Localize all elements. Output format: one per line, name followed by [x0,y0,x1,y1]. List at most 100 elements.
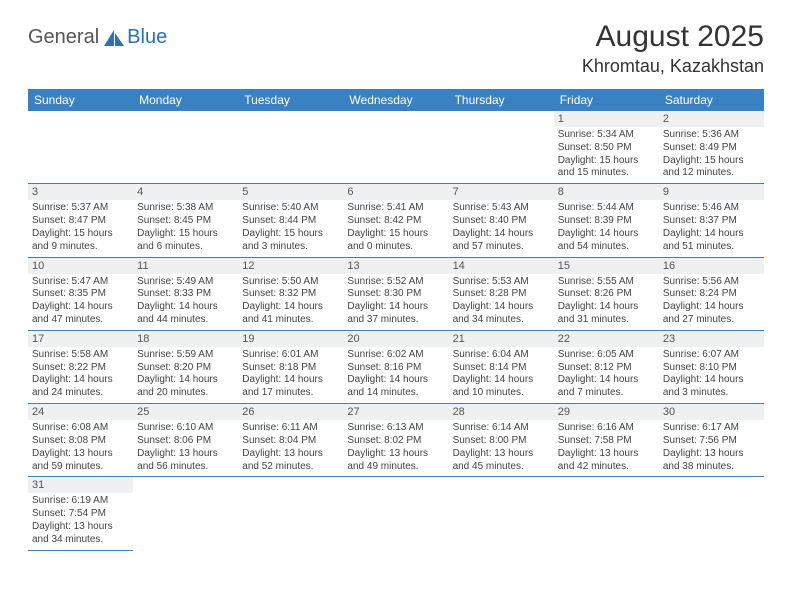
daylight-line: Daylight: 14 hours and 14 minutes. [347,374,444,400]
sunrise-line: Sunrise: 5:55 AM [558,276,655,289]
dow-row: Sunday Monday Tuesday Wednesday Thursday… [28,89,764,111]
sunset-line: Sunset: 8:44 PM [242,215,339,228]
calendar-cell [343,477,448,550]
sunset-line: Sunset: 8:24 PM [663,288,760,301]
day-number: 20 [343,331,448,347]
dow-friday: Friday [554,89,659,111]
calendar-cell: 16Sunrise: 5:56 AMSunset: 8:24 PMDayligh… [659,257,764,330]
sunrise-line: Sunrise: 5:59 AM [137,349,234,362]
calendar-cell: 11Sunrise: 5:49 AMSunset: 8:33 PMDayligh… [133,257,238,330]
calendar-cell: 31Sunrise: 6:19 AMSunset: 7:54 PMDayligh… [28,477,133,550]
sunset-line: Sunset: 7:54 PM [32,508,129,521]
day-number: 2 [659,111,764,127]
day-number: 30 [659,404,764,420]
day-number: 3 [28,184,133,200]
sunset-line: Sunset: 8:00 PM [453,435,550,448]
calendar-cell: 27Sunrise: 6:13 AMSunset: 8:02 PMDayligh… [343,404,448,477]
calendar-cell: 8Sunrise: 5:44 AMSunset: 8:39 PMDaylight… [554,184,659,257]
calendar-cell: 20Sunrise: 6:02 AMSunset: 8:16 PMDayligh… [343,330,448,403]
calendar-cell: 3Sunrise: 5:37 AMSunset: 8:47 PMDaylight… [28,184,133,257]
sunrise-line: Sunrise: 5:37 AM [32,202,129,215]
sunset-line: Sunset: 8:45 PM [137,215,234,228]
calendar-cell [238,477,343,550]
sunrise-line: Sunrise: 6:07 AM [663,349,760,362]
calendar-cell: 1Sunrise: 5:34 AMSunset: 8:50 PMDaylight… [554,111,659,184]
sunset-line: Sunset: 8:35 PM [32,288,129,301]
calendar-cell [238,111,343,184]
sunrise-line: Sunrise: 6:05 AM [558,349,655,362]
daylight-line: Daylight: 15 hours and 9 minutes. [32,228,129,254]
day-number: 23 [659,331,764,347]
calendar-cell: 28Sunrise: 6:14 AMSunset: 8:00 PMDayligh… [449,404,554,477]
day-number: 19 [238,331,343,347]
day-number: 11 [133,258,238,274]
calendar-cell [554,477,659,550]
calendar-row: 10Sunrise: 5:47 AMSunset: 8:35 PMDayligh… [28,257,764,330]
day-number: 5 [238,184,343,200]
calendar-cell: 18 Sunrise: 5:59 AMSunset: 8:20 PMDayligh… [133,330,238,403]
sunset-line: Sunset: 8:06 PM [137,435,234,448]
logo-text-blue: Blue [127,26,167,49]
calendar-cell: 30Sunrise: 6:17 AMSunset: 7:56 PMDayligh… [659,404,764,477]
daylight-line: Daylight: 14 hours and 7 minutes. [558,374,655,400]
calendar-cell: 19Sunrise: 6:01 AMSunset: 8:18 PMDayligh… [238,330,343,403]
day-number: 8 [554,184,659,200]
calendar-row: 31Sunrise: 6:19 AMSunset: 7:54 PMDayligh… [28,477,764,550]
day-number: 27 [343,404,448,420]
calendar-cell [449,111,554,184]
daylight-line: Daylight: 14 hours and 31 minutes. [558,301,655,327]
daylight-line: Daylight: 13 hours and 52 minutes. [242,448,339,474]
day-number: 24 [28,404,133,420]
sunset-line: Sunset: 8:33 PM [137,288,234,301]
sunrise-line: Sunrise: 6:04 AM [453,349,550,362]
calendar-cell: 13Sunrise: 5:52 AMSunset: 8:30 PMDayligh… [343,257,448,330]
sunset-line: Sunset: 7:56 PM [663,435,760,448]
calendar-cell: 26Sunrise: 6:11 AMSunset: 8:04 PMDayligh… [238,404,343,477]
day-number: 31 [28,477,133,493]
calendar-cell: 14Sunrise: 5:53 AMSunset: 8:28 PMDayligh… [449,257,554,330]
month-title: August 2025 [582,20,764,54]
calendar-cell: 22Sunrise: 6:05 AMSunset: 8:12 PMDayligh… [554,330,659,403]
sunset-line: Sunset: 8:32 PM [242,288,339,301]
calendar-cell [133,111,238,184]
daylight-line: Daylight: 14 hours and 34 minutes. [453,301,550,327]
daylight-line: Daylight: 14 hours and 20 minutes. [137,374,234,400]
day-number: 25 [133,404,238,420]
dow-thursday: Thursday [449,89,554,111]
title-block: August 2025 Khromtau, Kazakhstan [582,20,764,77]
day-number: 21 [449,331,554,347]
dow-saturday: Saturday [659,89,764,111]
sunset-line: Sunset: 8:20 PM [137,362,234,375]
day-number: 18 [133,331,238,347]
calendar-cell: 12Sunrise: 5:50 AMSunset: 8:32 PMDayligh… [238,257,343,330]
day-number: 4 [133,184,238,200]
daylight-line: Daylight: 13 hours and 59 minutes. [32,448,129,474]
day-number: 29 [554,404,659,420]
day-number: 6 [343,184,448,200]
sunrise-line: Sunrise: 5:34 AM [558,129,655,142]
daylight-line: Daylight: 14 hours and 37 minutes. [347,301,444,327]
sunset-line: Sunset: 8:14 PM [453,362,550,375]
sunrise-line: Sunrise: 5:43 AM [453,202,550,215]
daylight-line: Daylight: 15 hours and 12 minutes. [663,155,760,181]
daylight-line: Daylight: 15 hours and 15 minutes. [558,155,655,181]
logo-text-general: General [28,26,99,49]
sunset-line: Sunset: 8:50 PM [558,142,655,155]
day-number: 13 [343,258,448,274]
daylight-line: Daylight: 14 hours and 51 minutes. [663,228,760,254]
calendar-cell [343,111,448,184]
day-number: 16 [659,258,764,274]
day-number: 28 [449,404,554,420]
calendar-cell: 24Sunrise: 6:08 AMSunset: 8:08 PMDayligh… [28,404,133,477]
sunset-line: Sunset: 8:02 PM [347,435,444,448]
daylight-line: Daylight: 14 hours and 57 minutes. [453,228,550,254]
daylight-line: Daylight: 14 hours and 10 minutes. [453,374,550,400]
sunrise-line: Sunrise: 6:17 AM [663,422,760,435]
day-number: 7 [449,184,554,200]
dow-tuesday: Tuesday [238,89,343,111]
calendar-cell: 29Sunrise: 6:16 AMSunset: 7:58 PMDayligh… [554,404,659,477]
sunrise-line: Sunrise: 6:19 AM [32,495,129,508]
sunset-line: Sunset: 8:42 PM [347,215,444,228]
calendar-cell: 17Sunrise: 5:58 AMSunset: 8:22 PMDayligh… [28,330,133,403]
daylight-line: Daylight: 15 hours and 3 minutes. [242,228,339,254]
